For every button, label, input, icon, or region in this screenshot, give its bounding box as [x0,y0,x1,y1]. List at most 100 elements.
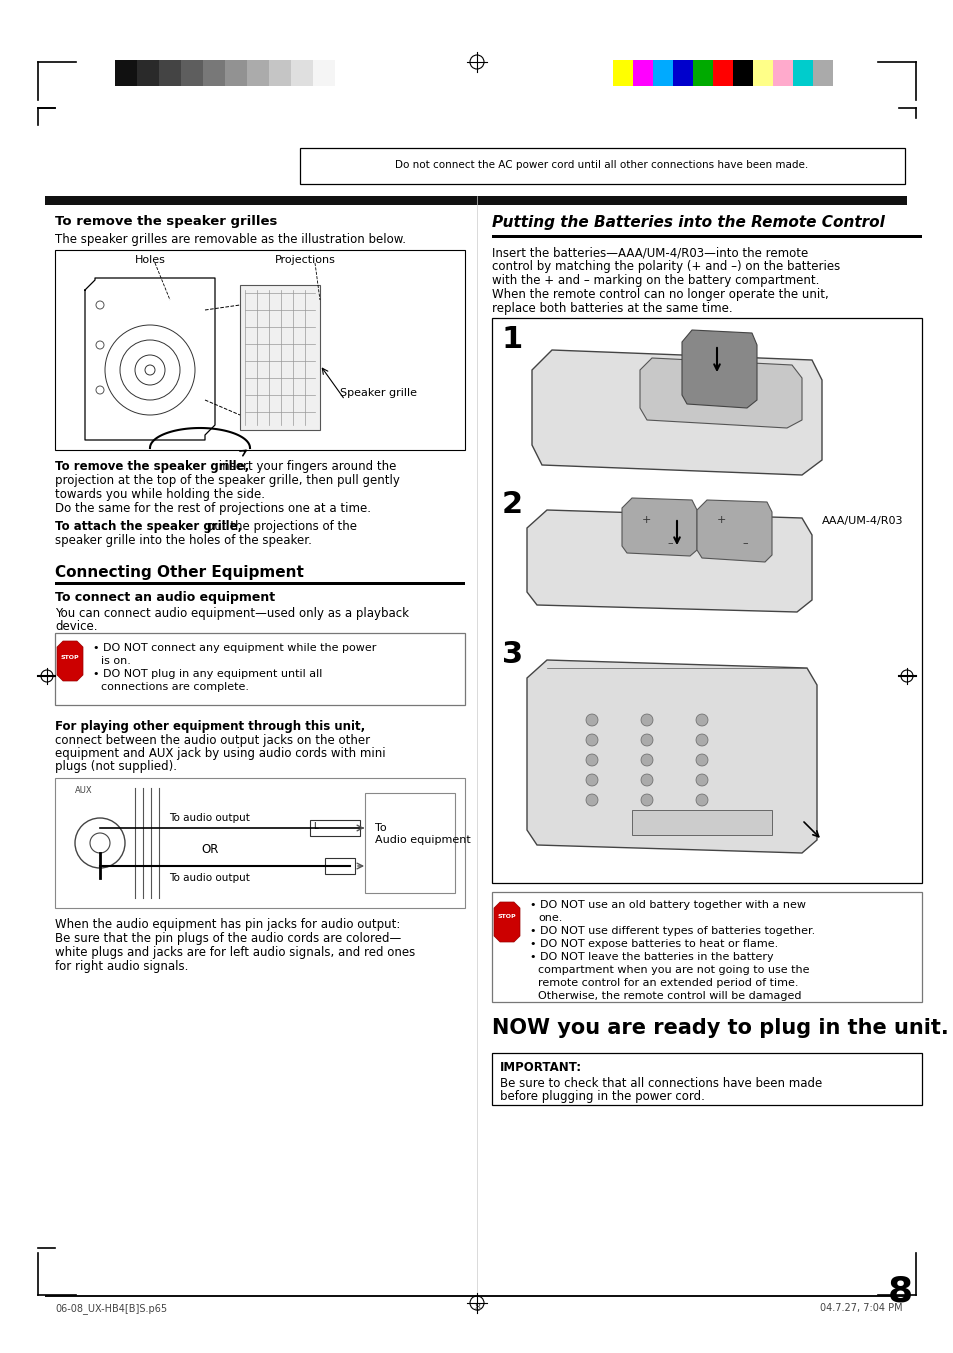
Text: compartment when you are not going to use the: compartment when you are not going to us… [537,965,809,976]
Text: Holes: Holes [135,254,166,265]
Bar [492,235,921,238]
Text: STOP: STOP [61,655,79,660]
Bar [181,60,203,87]
Text: AAA/UM-4/R03: AAA/UM-4/R03 [821,515,902,526]
Text: Do the same for the rest of projections one at a time.: Do the same for the rest of projections … [55,502,371,515]
Bar [247,60,269,87]
Text: To remove the speaker grille,: To remove the speaker grille, [55,460,249,474]
Bar [772,60,792,87]
Circle shape [585,774,598,786]
Text: 8: 8 [474,1303,479,1312]
Circle shape [696,733,707,746]
Circle shape [696,774,707,786]
Text: 06-08_UX-HB4[B]S.p65: 06-08_UX-HB4[B]S.p65 [55,1303,167,1314]
Bar [692,60,712,87]
Bar [159,60,181,87]
Text: For playing other equipment through this unit,: For playing other equipment through this… [55,720,365,733]
Circle shape [696,754,707,766]
Text: Putting the Batteries into the Remote Control: Putting the Batteries into the Remote Co… [492,215,884,230]
Text: When the remote control can no longer operate the unit,: When the remote control can no longer op… [492,288,828,300]
Text: • DO NOT expose batteries to heat or flame.: • DO NOT expose batteries to heat or fla… [530,939,778,948]
Text: –: – [666,538,672,548]
Text: Do not connect the AC power cord until all other connections have been made.: Do not connect the AC power cord until a… [395,160,808,170]
Text: speaker grille into the holes of the speaker.: speaker grille into the holes of the spe… [55,534,312,547]
Bar [45,196,906,206]
Text: Insert the batteries—AAA/UM-4/R03—into the remote: Insert the batteries—AAA/UM-4/R03—into t… [492,246,807,258]
Bar [137,60,159,87]
Bar [325,858,355,874]
Circle shape [696,794,707,806]
Text: L: L [313,823,317,831]
Bar [291,60,313,87]
Bar [313,60,335,87]
Circle shape [640,733,652,746]
Circle shape [640,774,652,786]
Polygon shape [57,641,83,681]
Polygon shape [532,350,821,475]
Bar [225,60,247,87]
Bar [631,810,771,835]
Polygon shape [621,498,697,556]
Circle shape [696,714,707,727]
Bar [55,778,464,908]
Text: Be sure to check that all connections have been made: Be sure to check that all connections ha… [499,1077,821,1091]
Text: device.: device. [55,620,97,633]
Text: control by matching the polarity (+ and –) on the batteries: control by matching the polarity (+ and … [492,260,840,273]
Text: To attach the speaker grille,: To attach the speaker grille, [55,520,242,533]
Text: 1: 1 [501,325,522,354]
Text: 2: 2 [501,490,522,520]
Text: Projections: Projections [274,254,335,265]
Polygon shape [526,510,811,612]
Text: plugs (not supplied).: plugs (not supplied). [55,760,177,773]
Text: one.: one. [537,913,561,923]
Bar [240,285,319,430]
Bar [613,60,633,87]
Text: STOP: STOP [497,915,516,919]
Text: insert your fingers around the: insert your fingers around the [214,460,395,474]
Text: • DO NOT plug in any equipment until all: • DO NOT plug in any equipment until all [92,668,322,679]
Text: The speaker grilles are removable as the illustration below.: The speaker grilles are removable as the… [55,233,406,246]
Bar [712,60,732,87]
Text: To
Audio equipment: To Audio equipment [375,823,470,844]
Text: connect between the audio output jacks on the other: connect between the audio output jacks o… [55,733,370,747]
Bar [672,60,692,87]
Text: • DO NOT leave the batteries in the battery: • DO NOT leave the batteries in the batt… [530,953,773,962]
Bar [55,633,464,705]
Text: +: + [717,515,725,525]
Circle shape [585,794,598,806]
Text: is on.: is on. [101,656,131,666]
Text: When the audio equipment has pin jacks for audio output:: When the audio equipment has pin jacks f… [55,917,400,931]
Text: +: + [641,515,651,525]
Circle shape [585,754,598,766]
Bar [732,60,752,87]
Circle shape [585,733,598,746]
Text: 04.7.27, 7:04 PM: 04.7.27, 7:04 PM [820,1303,902,1312]
Text: NOW you are ready to plug in the unit.: NOW you are ready to plug in the unit. [492,1017,947,1038]
Text: • DO NOT use an old battery together with a new: • DO NOT use an old battery together wit… [530,900,805,911]
Polygon shape [526,660,816,852]
Text: • DO NOT connect any equipment while the power: • DO NOT connect any equipment while the… [92,643,376,653]
Text: replace both batteries at the same time.: replace both batteries at the same time. [492,302,732,315]
Text: To audio output: To audio output [170,813,251,823]
Text: • DO NOT use different types of batteries together.: • DO NOT use different types of batterie… [530,925,815,936]
Text: remote control for an extended period of time.: remote control for an extended period of… [537,978,798,988]
Text: OR: OR [201,843,218,856]
Bar [115,60,137,87]
Bar [492,318,921,884]
Polygon shape [639,359,801,428]
Text: towards you while holding the side.: towards you while holding the side. [55,488,265,501]
Text: To remove the speaker grilles: To remove the speaker grilles [55,215,277,229]
Text: To audio output: To audio output [170,873,251,884]
Bar [203,60,225,87]
Bar [310,820,359,836]
Bar [269,60,291,87]
Text: equipment and AUX jack by using audio cords with mini: equipment and AUX jack by using audio co… [55,747,385,760]
Bar [45,1295,906,1298]
Circle shape [640,754,652,766]
Bar [652,60,672,87]
Text: IMPORTANT:: IMPORTANT: [499,1061,581,1074]
Polygon shape [697,501,771,561]
Text: You can connect audio equipment—used only as a playback: You can connect audio equipment—used onl… [55,607,409,620]
Circle shape [640,794,652,806]
Text: Speaker grille: Speaker grille [339,388,416,398]
